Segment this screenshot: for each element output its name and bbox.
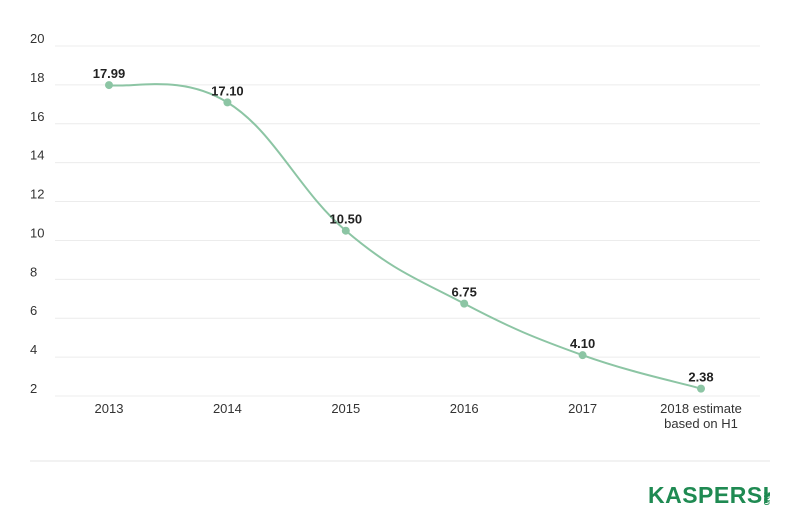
y-tick-label: 12	[30, 187, 44, 202]
y-tick-label: 10	[30, 225, 44, 240]
y-tick-label: 18	[30, 70, 44, 85]
data-point	[223, 98, 232, 107]
series-line	[108, 83, 702, 390]
data-point	[460, 299, 469, 308]
grid-lines	[55, 45, 760, 397]
data-label: 17.99	[93, 66, 126, 81]
y-tick-label: 20	[30, 31, 44, 46]
logo-lab-text: lab	[761, 492, 770, 506]
y-axis-ticks: 2 4 6 8 10 12 14 16 18 20	[30, 31, 44, 396]
x-axis-ticks: 2013 2014 2015 2016 2017 2018 estimate based o…	[95, 401, 742, 431]
y-tick-label: 8	[30, 264, 37, 279]
data-label: 17.10	[211, 83, 244, 98]
data-point	[578, 351, 587, 360]
x-tick-label: 2013	[95, 401, 124, 416]
x-tick-label: 2017	[568, 401, 597, 416]
y-tick-label: 14	[30, 148, 44, 163]
data-points	[105, 81, 705, 393]
kaspersky-logo: KASPERSKY lab	[648, 482, 770, 508]
data-labels: 17.99 17.10 10.50 6.75 4.10 2.38	[93, 66, 714, 385]
logo-wordmark: KASPERSKY	[648, 482, 770, 508]
data-label: 10.50	[330, 212, 363, 227]
y-tick-label: 4	[30, 342, 37, 357]
y-tick-label: 2	[30, 381, 37, 396]
x-tick-label: 2014	[213, 401, 242, 416]
x-tick-label: 2016	[450, 401, 479, 416]
data-label: 6.75	[452, 285, 477, 300]
x-tick-label: 2018 estimate based on H1	[660, 401, 742, 431]
data-point	[341, 226, 350, 235]
x-tick-label: 2015	[331, 401, 360, 416]
data-point	[697, 384, 705, 393]
data-point	[105, 81, 113, 90]
y-tick-label: 6	[30, 303, 37, 318]
data-label: 2.38	[688, 370, 713, 385]
y-tick-label: 16	[30, 109, 44, 124]
data-label: 4.10	[570, 336, 595, 351]
